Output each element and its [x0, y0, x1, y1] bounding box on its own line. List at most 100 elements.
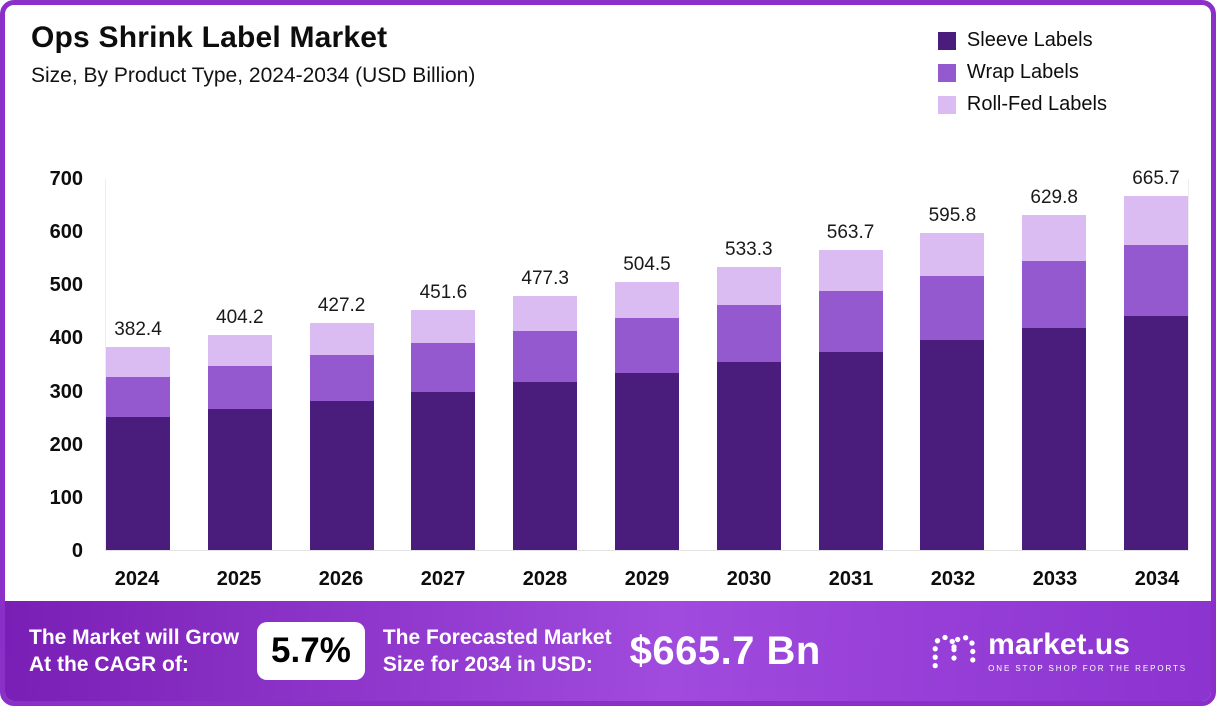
bar-segment-sleeve-labels: [106, 417, 170, 550]
bar-stack-2033: [1022, 215, 1087, 550]
stacked-bar-chart: 382.4 404.2 427.2 451.6 477.3 504.5 533.3 563.7…: [5, 116, 1211, 601]
header-titles: Ops Shrink Label Market Size, By Product…: [31, 21, 475, 116]
bar-segment-wrap-labels: [614, 318, 679, 373]
bar-total-label-2027: 451.6: [419, 282, 468, 304]
bar-group-2031: 563.7: [818, 222, 883, 550]
brand-text: market.us ONE STOP SHOP FOR THE REPORTS: [988, 627, 1187, 673]
y-tick-label-0: 0: [71, 540, 83, 562]
bar-stack-2025: [207, 335, 272, 550]
bar-stack-2032: [920, 233, 985, 550]
bar-group-2034: 665.7: [1123, 168, 1188, 550]
header: Ops Shrink Label Market Size, By Product…: [5, 5, 1211, 116]
cagr-value-badge: 5.7%: [257, 622, 365, 680]
bar-stack-2034: [1123, 196, 1188, 550]
y-tick-label-700: 700: [49, 168, 83, 190]
bar-segment-sleeve-labels: [309, 400, 374, 550]
bar-segment-roll-fed-labels: [106, 346, 170, 377]
bar-total-label-2033: 629.8: [1030, 187, 1078, 209]
bar-segment-roll-fed-labels: [614, 281, 679, 319]
bar-segment-wrap-labels: [1022, 260, 1087, 328]
bar-stack-2024: [106, 346, 170, 550]
bar-segment-roll-fed-labels: [1022, 215, 1087, 261]
bar-group-2033: 629.8: [1022, 187, 1087, 550]
bar-total-label-2030: 533.3: [725, 238, 773, 260]
x-axis: 2024 2025 2026 2027 2028 2029 2030 2031 2032 2033…: [105, 568, 1189, 591]
bar-segment-wrap-labels: [106, 376, 170, 418]
bar-segment-sleeve-labels: [614, 372, 679, 550]
x-label-2028: 2028: [522, 568, 568, 590]
bar-stack-2028: [513, 296, 578, 550]
forecast-label-line2: Size for 2034 in USD:: [382, 653, 593, 676]
page-subtitle: Size, By Product Type, 2024-2034 (USD Bi…: [31, 64, 476, 87]
cagr-label-line2: At the CAGR of:: [29, 653, 189, 676]
bar-segment-roll-fed-labels: [1123, 196, 1188, 245]
bar-segment-wrap-labels: [818, 290, 883, 352]
y-tick-label-400: 400: [49, 327, 83, 350]
legend-label-wrap-labels: Wrap Labels: [966, 61, 1079, 83]
brand-block: market.us ONE STOP SHOP FOR THE REPORTS: [930, 627, 1187, 676]
bar-stack-2029: [614, 281, 679, 550]
bar-group-2024: 382.4: [106, 319, 170, 550]
cagr-label-line1: The Market will Grow: [29, 625, 240, 649]
bar-segment-roll-fed-labels: [309, 323, 374, 355]
bar-total-label-2032: 595.8: [928, 205, 977, 227]
bar-total-label-2026: 427.2: [317, 295, 366, 316]
bar-group-2032: 595.8: [920, 205, 985, 550]
bar-group-2027: 451.6: [411, 282, 476, 550]
bar-total-label-2028: 477.3: [521, 268, 569, 290]
bar-stack-2030: [716, 266, 781, 550]
bar-group-2026: 427.2: [309, 295, 374, 550]
brand-name: market.us: [988, 627, 1130, 661]
bar-segment-sleeve-labels: [920, 340, 985, 550]
bar-stack-2026: [309, 323, 374, 550]
plot-area: 382.4 404.2 427.2 451.6 477.3 504.5 533.3 563.7…: [105, 168, 1189, 551]
bar-segment-sleeve-labels: [411, 391, 476, 550]
bar-total-label-2034: 665.7: [1132, 168, 1180, 190]
y-tick-label-600: 600: [49, 221, 83, 244]
bar-total-label-2024: 382.4: [114, 318, 162, 340]
bar-segment-sleeve-labels: [207, 409, 272, 550]
bar-segment-wrap-labels: [411, 343, 476, 392]
x-label-2032: 2032: [930, 568, 976, 590]
bar-segment-sleeve-labels: [1022, 327, 1087, 550]
bar-segment-sleeve-labels: [513, 382, 578, 550]
bar-segment-sleeve-labels: [1123, 315, 1188, 550]
brand-tagline: ONE STOP SHOP FOR THE REPORTS: [988, 663, 1187, 673]
bar-segment-roll-fed-labels: [411, 310, 476, 344]
x-label-2031: 2031: [828, 568, 874, 590]
bar-group-2030: 533.3: [716, 238, 781, 550]
x-label-2025: 2025: [216, 568, 262, 590]
cagr-label: The Market will Grow At the CAGR of:: [29, 624, 239, 679]
chart-legend: Sleeve Labels Wrap Labels Roll-Fed Label…: [937, 21, 1107, 116]
bar-segment-roll-fed-labels: [716, 266, 781, 306]
forecast-value: $665.7 Bn: [629, 628, 821, 673]
x-label-2029: 2029: [624, 568, 670, 590]
forecast-label: The Forecasted Market Size for 2034 in U…: [383, 624, 612, 679]
bar-stack-2031: [818, 250, 883, 550]
bar-segment-wrap-labels: [207, 366, 272, 410]
bar-segment-roll-fed-labels: [207, 335, 272, 367]
bar-segment-wrap-labels: [920, 276, 985, 341]
forecast-label-line1: The Forecasted Market: [382, 625, 612, 649]
bar-group-2028: 477.3: [513, 268, 578, 550]
legend-label-roll-fed-labels: Roll-Fed Labels: [966, 93, 1107, 115]
bar-segment-sleeve-labels: [716, 362, 781, 550]
legend-swatch-wrap-labels: [937, 63, 956, 82]
page-title: Ops Shrink Label Market: [31, 21, 388, 54]
market-us-logo-icon: [930, 627, 978, 676]
bar-stack-2027: [411, 310, 476, 550]
legend-item-wrap-labels: Wrap Labels: [937, 61, 1107, 84]
x-label-2034: 2034: [1134, 568, 1180, 590]
x-label-2027: 2027: [420, 568, 466, 590]
legend-item-roll-fed-labels: Roll-Fed Labels: [937, 93, 1107, 116]
y-tick-label-100: 100: [49, 486, 83, 509]
legend-item-sleeve-labels: Sleeve Labels: [937, 29, 1107, 52]
bar-segment-wrap-labels: [1123, 244, 1188, 316]
x-label-2024: 2024: [114, 568, 160, 590]
bar-total-label-2031: 563.7: [826, 222, 875, 244]
x-label-2026: 2026: [318, 568, 364, 590]
bar-segment-roll-fed-labels: [818, 250, 883, 291]
bar-segment-sleeve-labels: [818, 351, 883, 550]
bar-segment-wrap-labels: [309, 354, 374, 401]
